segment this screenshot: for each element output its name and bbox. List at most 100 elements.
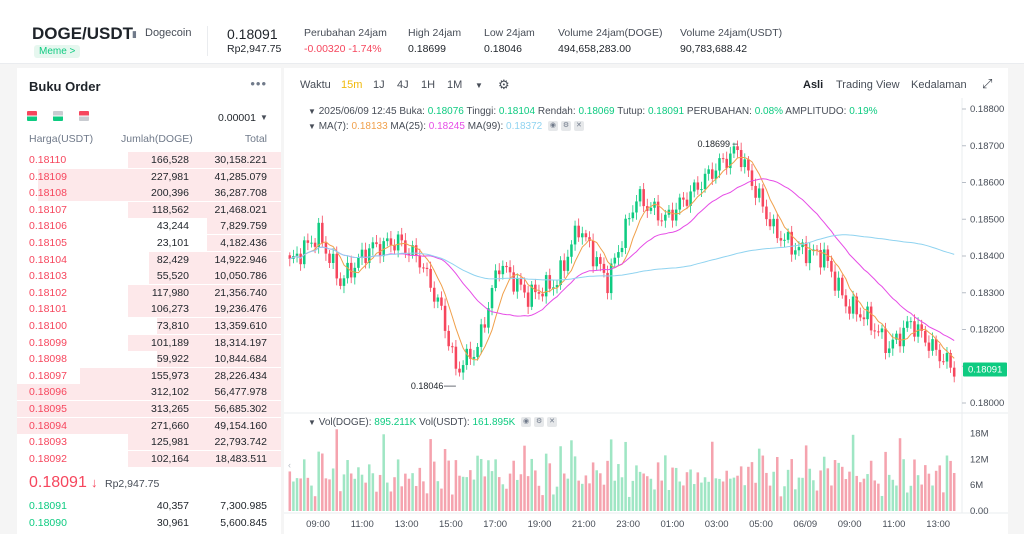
candle-body: [490, 287, 494, 309]
volume-bar: [483, 476, 487, 511]
ask-row[interactable]: 0.18106 43,244 7,829.759: [17, 218, 281, 235]
ask-row[interactable]: 0.18097 155,973 28,226.434: [17, 367, 281, 384]
gear-icon[interactable]: ⚙: [534, 417, 545, 428]
ask-row[interactable]: 0.18095 313,265 56,685.302: [17, 401, 281, 417]
gear-icon[interactable]: ⚙: [560, 121, 571, 132]
ask-row[interactable]: 0.18107 118,562 21,468.021: [17, 201, 281, 218]
volume-bar: [414, 485, 418, 511]
bid-row[interactable]: 0.18090 30,961 5,600.845: [17, 515, 281, 531]
candle-body: [295, 253, 299, 257]
volume-bar: [678, 481, 682, 511]
ask-row[interactable]: 0.18099 101,189 18,314.197: [17, 334, 281, 351]
volume-bar: [497, 477, 501, 511]
ask-depth-bar: [38, 168, 281, 185]
candle-body: [873, 330, 877, 332]
volume-bar: [613, 480, 617, 511]
caret-down-icon[interactable]: ▼: [260, 113, 268, 122]
ask-row[interactable]: 0.18101 106,273 19,236.476: [17, 301, 281, 318]
ask-price: 0.18095: [29, 403, 67, 415]
ask-row[interactable]: 0.18109 227,981 41,285.079: [17, 168, 281, 185]
more-icon[interactable]: •••: [250, 76, 267, 91]
fullscreen-icon[interactable]: ⤢: [982, 76, 993, 91]
volume-bar: [548, 463, 552, 511]
eye-icon[interactable]: ◉: [521, 417, 532, 428]
candle-body: [371, 242, 375, 249]
close-icon[interactable]: ✕: [573, 121, 584, 132]
ask-row[interactable]: 0.18092 102,164 18,483.511: [17, 450, 281, 467]
volume-bar: [440, 488, 443, 511]
ask-row[interactable]: 0.18102 117,980 21,356.740: [17, 284, 281, 301]
more-intervals-icon[interactable]: ▼: [475, 81, 483, 90]
candle-body: [934, 339, 938, 350]
interval-4j[interactable]: 4J: [397, 79, 409, 91]
stat-value-vol-doge: 494,658,283.00: [558, 43, 631, 55]
interval-1m[interactable]: 1M: [447, 79, 463, 91]
ask-total: 4,182.436: [220, 237, 267, 249]
precision-select[interactable]: 0.00001: [218, 112, 256, 124]
volume-bar: [609, 439, 613, 511]
ask-total: 21,468.021: [214, 203, 267, 216]
interval-1j[interactable]: 1J: [373, 79, 385, 91]
volume-bar: [638, 471, 642, 511]
interval-15m[interactable]: 15m: [341, 79, 363, 91]
close-icon[interactable]: ✕: [547, 417, 558, 428]
candle-body: [429, 268, 432, 288]
volume-bar: [620, 477, 624, 511]
eye-icon[interactable]: ◉: [547, 121, 558, 132]
candle-body: [682, 197, 685, 200]
candle-body: [541, 293, 544, 297]
ask-row[interactable]: 0.18100 73,810 13,359.610: [17, 318, 281, 334]
ask-qty: 117,980: [151, 286, 189, 299]
ask-depth-bar: [149, 251, 281, 268]
meme-tag[interactable]: Meme >: [34, 45, 81, 58]
ask-row[interactable]: 0.18098 59,922 10,844.684: [17, 351, 281, 368]
candle-body: [949, 353, 952, 368]
candle-body: [931, 339, 934, 351]
ask-row[interactable]: 0.18105 23,101 4,182.436: [17, 235, 281, 251]
candle-body: [360, 249, 364, 258]
info-icon[interactable]: ▮: [132, 29, 137, 39]
candle-body: [425, 267, 429, 269]
view-kedalaman[interactable]: Kedalaman: [911, 79, 967, 91]
ask-row[interactable]: 0.18108 200,396 36,287.708: [17, 185, 281, 202]
settings-icon[interactable]: ⚙: [498, 77, 510, 92]
legend-close: 0.18091: [647, 106, 685, 117]
book-bids-icon[interactable]: [53, 111, 64, 121]
candle-body: [646, 206, 649, 211]
view-asli[interactable]: Asli: [803, 79, 824, 91]
volume-bar: [371, 473, 375, 511]
view-trading-view[interactable]: Trading View: [836, 79, 900, 91]
stat-label-vol-doge: Volume 24jam(DOGE): [558, 27, 663, 39]
bid-row[interactable]: 0.18091 40,357 7,300.985: [17, 498, 281, 514]
interval-1h[interactable]: 1H: [421, 79, 436, 91]
ask-row[interactable]: 0.18094 271,660 49,154.160: [17, 417, 281, 434]
ask-row[interactable]: 0.18093 125,981 22,793.742: [17, 434, 281, 451]
candle-body: [342, 278, 346, 286]
volume-bar: [891, 479, 895, 511]
volume-bar: [754, 482, 757, 511]
candle-body: [884, 328, 887, 353]
candle-body: [898, 333, 902, 347]
book-both-icon[interactable]: [27, 111, 37, 121]
coin-name[interactable]: Dogecoin: [145, 27, 192, 39]
volume-bar: [718, 478, 721, 511]
volume-bar: [530, 458, 533, 511]
ask-row[interactable]: 0.18110 166,528 30,158.221: [17, 152, 281, 168]
ask-row[interactable]: 0.18104 82,429 14,922.946: [17, 251, 281, 268]
ask-qty: 312,102: [151, 386, 189, 399]
price-chart[interactable]: 0.18800 0.18700 0.18600 0.18500 0.18400 0.183…: [284, 68, 1008, 534]
book-asks-icon[interactable]: [79, 111, 90, 121]
ask-row[interactable]: 0.18096 312,102 56,477.978: [17, 384, 281, 401]
pair-title[interactable]: DOGE/USDT: [32, 24, 134, 43]
ask-row[interactable]: 0.18103 55,520 10,050.786: [17, 268, 281, 285]
candle-body: [559, 260, 562, 286]
ma7-label: MA(7):: [318, 121, 349, 132]
candle-body: [689, 191, 692, 206]
candle-body: [443, 305, 447, 331]
candle-body: [887, 348, 891, 353]
candle-body: [685, 199, 689, 206]
volume-bar: [544, 453, 548, 511]
ask-qty: 102,164: [151, 452, 189, 465]
volume-bar: [367, 464, 371, 511]
candle-body: [783, 239, 786, 241]
